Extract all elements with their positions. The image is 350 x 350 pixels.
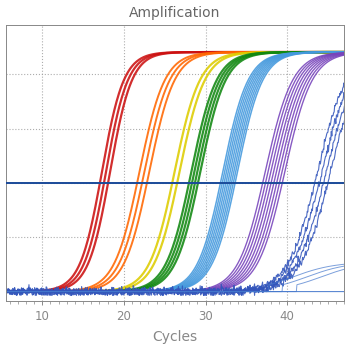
X-axis label: Cycles: Cycles bbox=[153, 330, 197, 344]
Title: Amplification: Amplification bbox=[129, 6, 221, 20]
